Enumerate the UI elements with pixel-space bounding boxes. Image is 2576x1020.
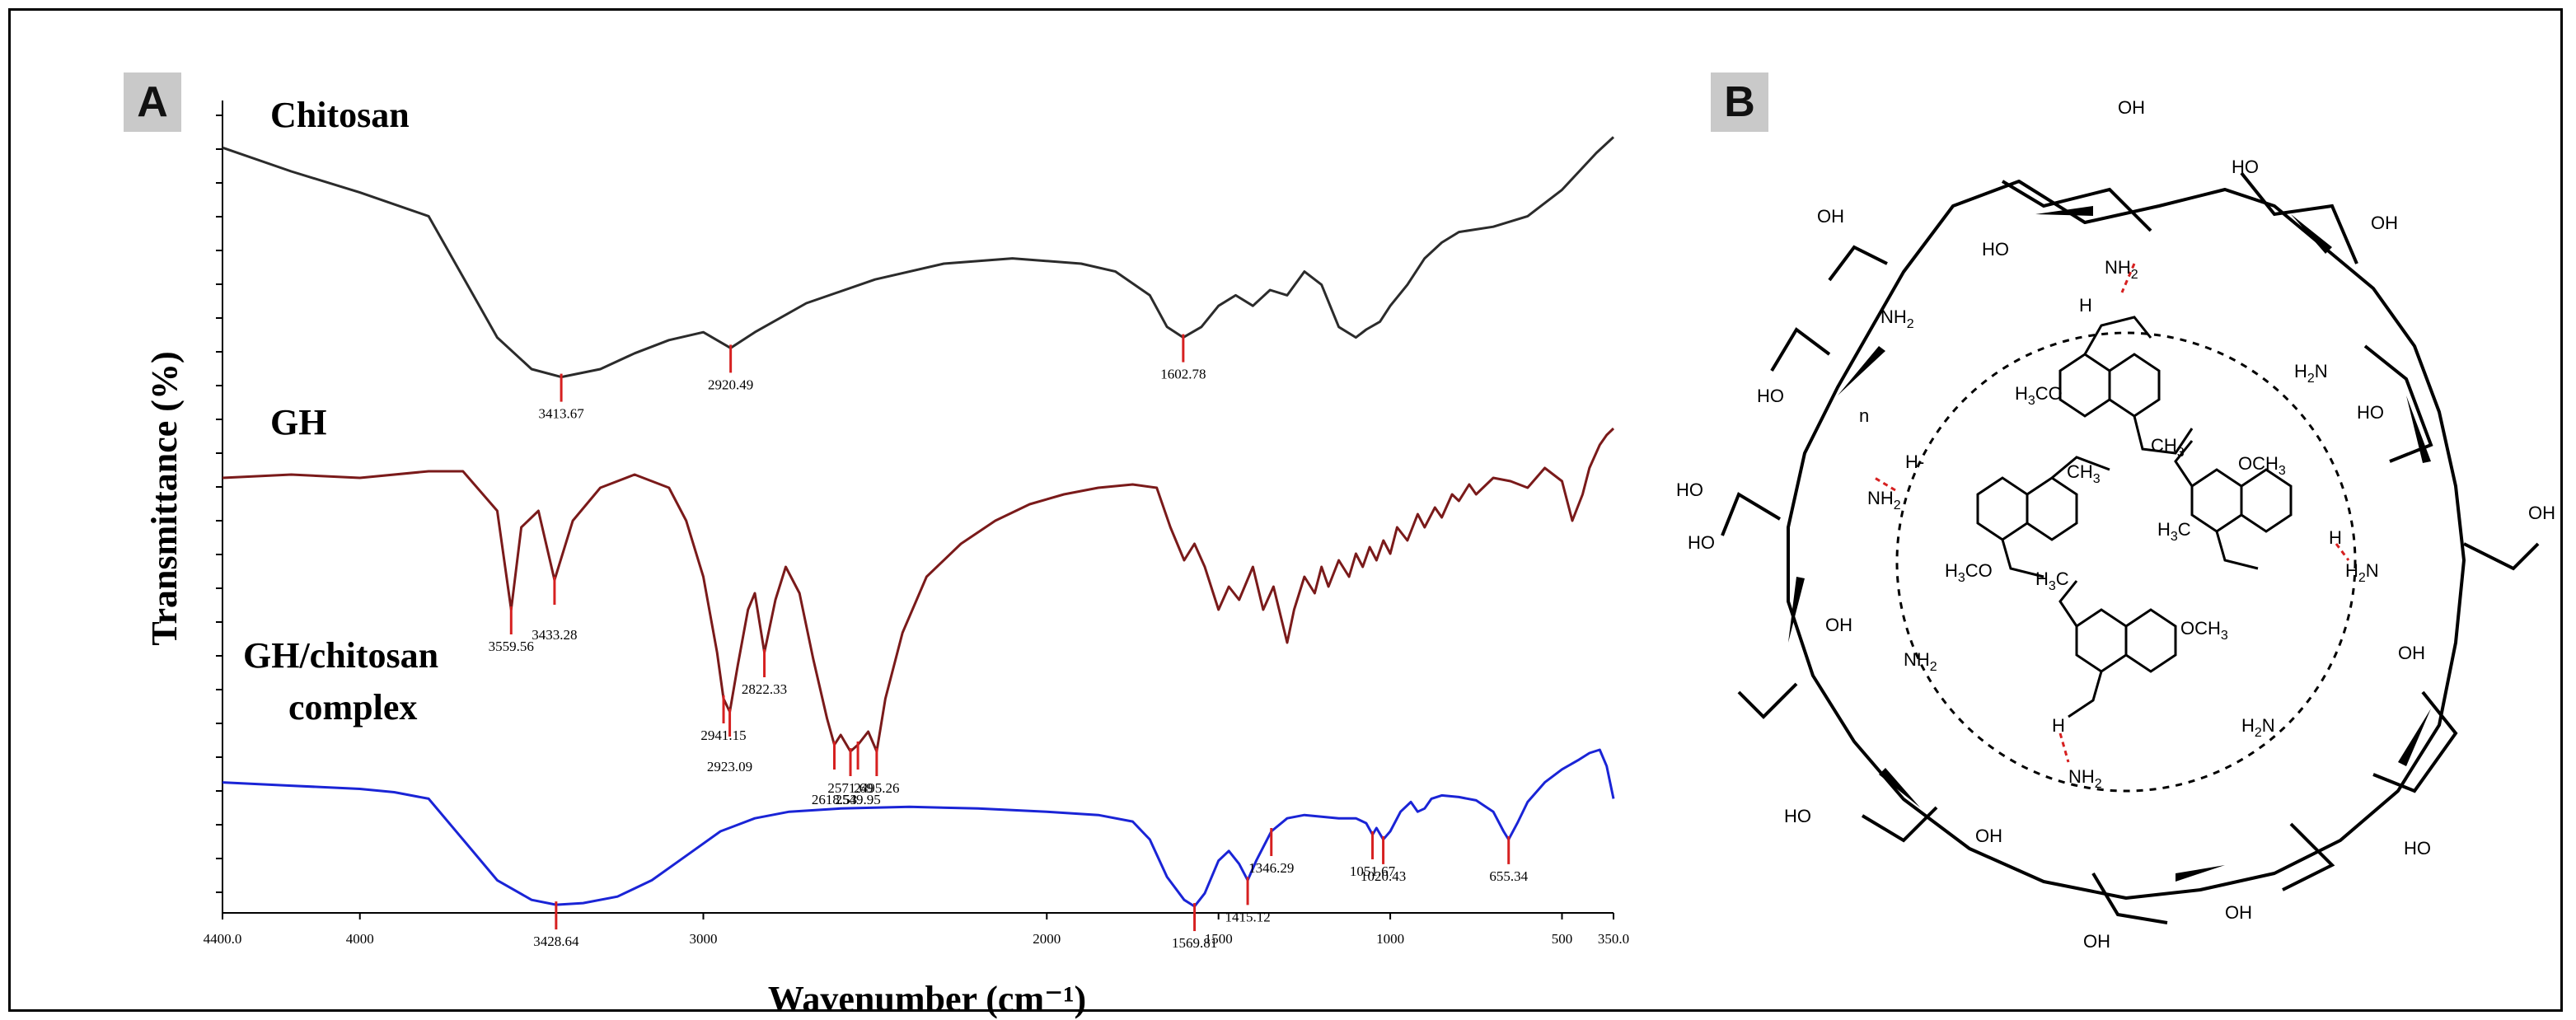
peak-label: 3559.56: [489, 639, 534, 654]
x-tick-label: 3000: [690, 931, 718, 947]
label-ch3: CH3: [2067, 461, 2101, 486]
label-h: H: [2079, 295, 2092, 316]
x-tick-label: 4000: [346, 931, 374, 947]
sample-label-chitosan: Chitosan: [270, 95, 410, 135]
label-ho: HO: [1784, 806, 1811, 826]
peak-label: 655.34: [1489, 868, 1528, 884]
label-nh2: NH2: [1880, 306, 1914, 331]
label-h3co: H3CO: [2015, 383, 2063, 408]
label-och3: OCH3: [2180, 618, 2228, 643]
chitosan-ring-backbone: [1787, 180, 2466, 900]
label-ho: HO: [2404, 838, 2431, 859]
label-h3c: H3C: [2157, 519, 2191, 544]
panel-a-label: A: [124, 73, 181, 132]
peak-label: 1020.43: [1361, 868, 1406, 884]
label-h3co: H3CO: [1945, 560, 1993, 585]
peak-label: 1415.12: [1225, 909, 1270, 924]
y-axis-label: Transmittance (%): [144, 351, 185, 645]
peak-label: 2822.33: [742, 681, 787, 697]
peak-label: 2941.15: [700, 728, 746, 743]
label-nh2: NH2: [2068, 766, 2102, 791]
label-h: H: [2052, 715, 2065, 736]
spectra: [222, 136, 1615, 908]
label-oh: OH: [1975, 826, 2002, 846]
peak-label: 3428.64: [533, 933, 579, 949]
x-tick-label: 4400.0: [204, 931, 242, 947]
x-tick-label: 500: [1552, 931, 1573, 947]
label-och3: OCH3: [2238, 453, 2286, 478]
x-tick-label: 2000: [1033, 931, 1061, 947]
peak-label: 2549.95: [835, 792, 880, 807]
peak-label: 1602.78: [1160, 367, 1206, 382]
series-line-gh: [222, 427, 1615, 753]
label-ho: HO: [1676, 480, 1703, 500]
hydrogen-bonds: [1874, 263, 2350, 763]
sample-label-gh: GH: [270, 402, 326, 442]
series-line-gh-chitosan-complex: [222, 748, 1615, 908]
label-nh2: NH2: [1867, 488, 1901, 512]
peak-label: 1051.67: [1350, 863, 1396, 879]
label-oh: OH: [1825, 615, 1852, 635]
x-tick-label: 350.0: [1598, 931, 1629, 947]
sample-label-complex-2: complex: [288, 687, 417, 728]
glucosamine-units: [1721, 171, 2540, 924]
series-line-chitosan: [222, 136, 1615, 379]
label-ho: HO: [2357, 402, 2384, 423]
label-ho: HO: [2232, 157, 2259, 177]
sample-label-complex-1: GH/chitosan: [243, 635, 438, 676]
label-h2n: H2N: [2294, 361, 2328, 386]
label-oh: OH: [2398, 643, 2425, 663]
label-oh: OH: [2528, 503, 2555, 523]
label-oh: OH: [1817, 206, 1844, 227]
peak-label: 3433.28: [532, 627, 577, 643]
label-nh2: NH2: [1904, 649, 1937, 674]
chart-axes: [222, 101, 1614, 914]
label-h-o: H-: [1905, 452, 1924, 472]
label-h3c: H3C: [2035, 568, 2069, 593]
label-oh: OH: [2371, 213, 2398, 233]
cavity-circle: [1895, 331, 2357, 793]
label-ho: HO: [1982, 239, 2009, 260]
label-oh: OH: [2083, 931, 2110, 952]
label-nh2: NH2: [2105, 257, 2138, 282]
peak-label: 2571.69: [827, 780, 873, 796]
peak-label: 1569.81: [1172, 935, 1217, 951]
label-h2n: H2N: [2345, 560, 2379, 585]
peak-label: 3413.67: [538, 406, 584, 422]
peak-label: 2923.09: [707, 759, 752, 774]
label-ho: HO: [1757, 386, 1784, 406]
peak-label: 1346.29: [1248, 860, 1294, 876]
label-ho: HO: [1688, 532, 1715, 553]
label-h2n: H2N: [2241, 715, 2275, 740]
x-tick-label: 1500: [1205, 931, 1233, 947]
label-n: n: [1859, 405, 1869, 426]
peak-label: 2495.26: [854, 780, 899, 796]
label-oh: OH: [2118, 97, 2145, 118]
structure-labels: OH OH HO OH HO NH2 NH2 HO H2N HO OH HO H…: [1676, 97, 2555, 952]
y-ticks: [216, 115, 222, 893]
host-guest-structure: OH OH HO OH HO NH2 NH2 HO H2N HO OH HO H…: [1676, 97, 2555, 952]
x-axis-label: Wavenumber (cm⁻¹): [768, 979, 1086, 1019]
figure-frame: [8, 8, 2563, 1012]
peak-label: 2618.53: [812, 792, 857, 807]
label-ch3: CH3: [2151, 435, 2185, 460]
x-tick-label: 1000: [1376, 931, 1404, 947]
peak-label: 2920.49: [708, 377, 753, 392]
galantamine-molecules: [1976, 316, 2293, 718]
x-ticks: 4400.0 4000 3000 2000 1500 1000 500 350.0: [204, 913, 1629, 947]
label-oh: OH: [2225, 902, 2252, 923]
label-h: H: [2329, 527, 2342, 548]
panel-b-label: B: [1711, 73, 1768, 132]
